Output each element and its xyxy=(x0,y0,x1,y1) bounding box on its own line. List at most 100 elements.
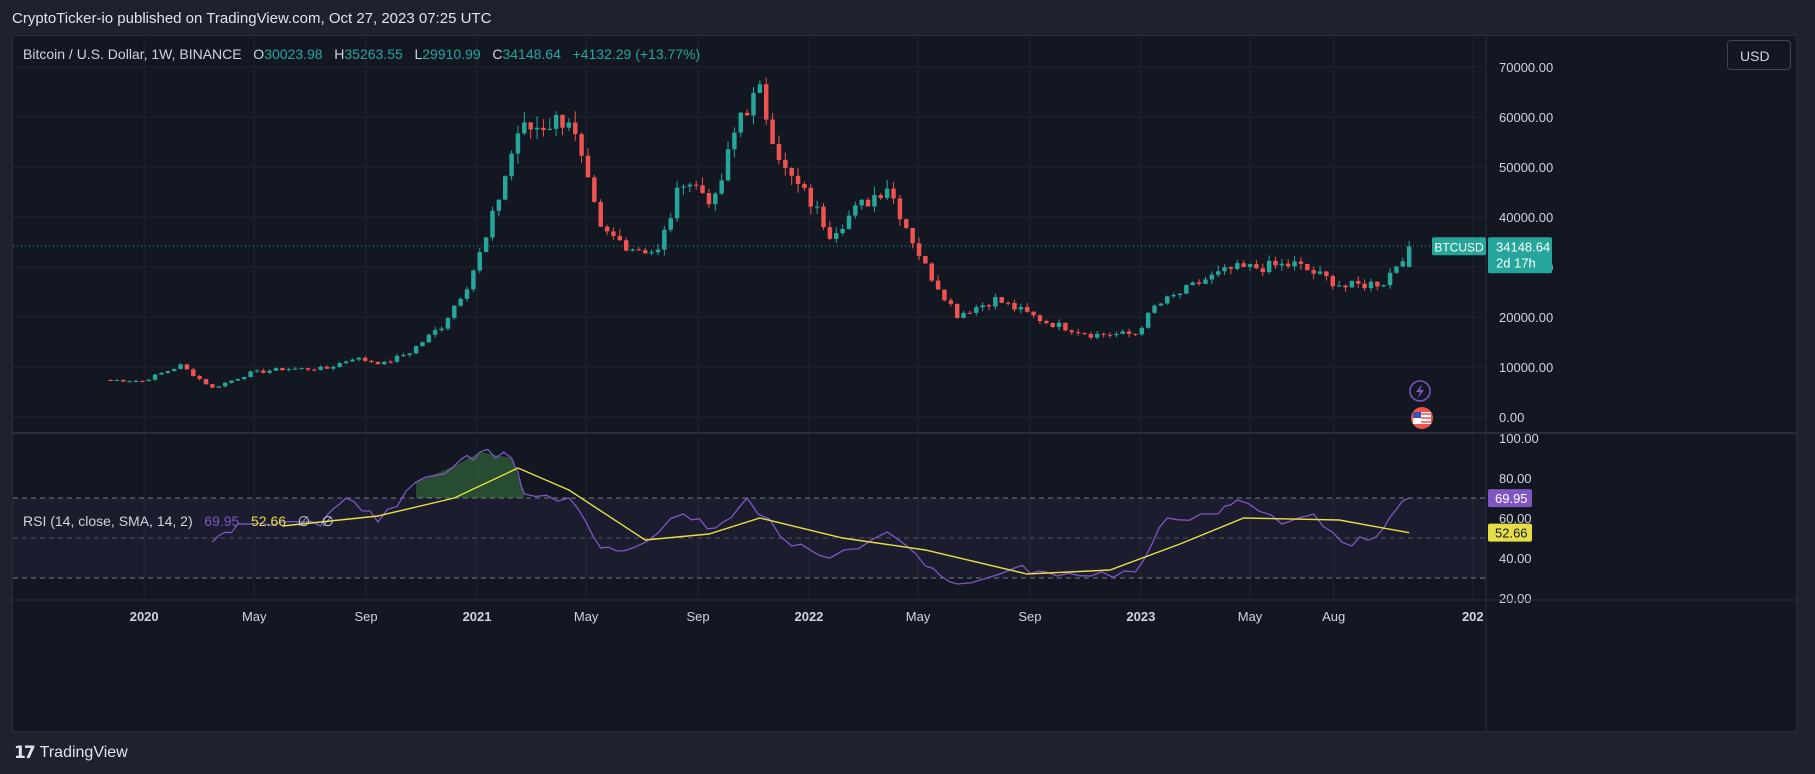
flag-icon-canton xyxy=(1413,412,1421,418)
candle-body xyxy=(108,380,113,381)
candle-body xyxy=(1037,315,1043,322)
candle-body xyxy=(1336,285,1342,287)
candle-body xyxy=(916,243,922,256)
currency-button[interactable]: USD xyxy=(1727,40,1791,70)
candle-body xyxy=(382,361,387,365)
candle-body xyxy=(502,176,508,200)
candle-body xyxy=(541,127,546,131)
candle-body xyxy=(343,361,349,364)
candle-body xyxy=(464,289,470,299)
candle-body xyxy=(413,346,419,354)
candle-body xyxy=(834,233,839,239)
candle-body xyxy=(1126,331,1132,334)
tradingview-logo[interactable]: 17 TradingView xyxy=(14,743,128,763)
publish-header: CryptoTicker-io published on TradingView… xyxy=(0,0,1815,36)
candle-body xyxy=(732,132,737,150)
candle-body xyxy=(611,231,616,236)
candle-body xyxy=(751,92,756,116)
close-value: 34148.64 xyxy=(502,46,561,62)
candle-body xyxy=(961,312,966,318)
candle-body xyxy=(1088,334,1094,338)
candle-body xyxy=(152,374,158,380)
candle-body xyxy=(1095,333,1100,338)
candle-body xyxy=(560,114,565,128)
candle-body xyxy=(420,342,425,347)
candle-body xyxy=(299,368,304,370)
candle-body xyxy=(1203,279,1208,284)
price-tag-value: 34148.64 xyxy=(1496,239,1550,254)
high-label: H xyxy=(334,46,345,62)
candle-body xyxy=(783,159,788,168)
candle-body xyxy=(757,84,763,93)
candle-body xyxy=(407,353,412,356)
candle-body xyxy=(821,206,826,228)
candle-body xyxy=(394,355,400,362)
candle-body xyxy=(426,334,432,343)
time-axis-label: 2020 xyxy=(130,609,159,624)
candle-body xyxy=(324,366,330,369)
rsi-sma-tag-value: 52.66 xyxy=(1495,526,1528,541)
candle-body xyxy=(1005,302,1011,304)
candle-body xyxy=(312,369,317,371)
candle-body xyxy=(1356,281,1361,284)
candle-body xyxy=(127,381,132,383)
candle-body xyxy=(1133,333,1138,335)
candle-body xyxy=(566,122,572,128)
candle-body xyxy=(388,361,393,363)
candle-body xyxy=(617,235,623,241)
candle-body xyxy=(1368,281,1374,289)
lightning-icon-bolt xyxy=(1416,384,1424,398)
footer xyxy=(0,732,1815,774)
candle-body xyxy=(1024,307,1030,312)
candle-body xyxy=(1285,263,1291,267)
close-label: C xyxy=(492,46,503,62)
candle-body xyxy=(286,369,292,371)
change-value: +4132.29 (+13.77%) xyxy=(572,46,701,62)
us-flag-icon[interactable] xyxy=(1411,407,1433,429)
candle-body xyxy=(146,379,151,381)
candle-body xyxy=(636,249,642,251)
time-axis-label: May xyxy=(574,609,599,624)
candle-body xyxy=(1082,333,1087,335)
candle-body xyxy=(1247,264,1253,267)
candle-body xyxy=(1196,282,1202,284)
candle-body xyxy=(1152,305,1157,313)
candle-body xyxy=(923,255,928,264)
candle-body xyxy=(267,370,272,373)
symbol-legend: Bitcoin / U.S. Dollar, 1W, BINANCE O3002… xyxy=(23,46,700,62)
price-axis-label: 60000.00 xyxy=(1499,110,1553,125)
candle-body xyxy=(1260,268,1265,273)
candle-body xyxy=(273,368,279,371)
candle-body xyxy=(897,198,903,220)
publish-info: CryptoTicker-io published on TradingView… xyxy=(12,10,492,27)
candle-body xyxy=(1324,271,1329,277)
lightning-icon[interactable] xyxy=(1409,380,1431,402)
open-value: 30023.98 xyxy=(264,46,323,62)
candle-body xyxy=(369,360,374,362)
candle-body xyxy=(133,380,139,382)
candle-body xyxy=(1012,302,1017,310)
candle-body xyxy=(471,270,476,290)
candle-body xyxy=(643,250,648,254)
low-value: 29910.99 xyxy=(422,46,481,62)
candle-body xyxy=(331,366,336,369)
high-value: 35263.55 xyxy=(344,46,403,62)
candle-body xyxy=(789,167,794,176)
candle-body xyxy=(1292,261,1297,267)
candle-body xyxy=(1362,283,1367,289)
symbol-tag-text: BTCUSD xyxy=(1434,240,1484,254)
candle-body xyxy=(668,218,673,230)
candle-body xyxy=(859,199,864,206)
candle-body xyxy=(1114,333,1119,336)
open-label: O xyxy=(253,46,265,62)
candle-body xyxy=(1266,260,1272,273)
time-axis-label: May xyxy=(906,609,931,624)
candle-body xyxy=(910,227,915,244)
candles-group xyxy=(108,77,1412,389)
candle-body xyxy=(1063,322,1068,331)
candle-body xyxy=(904,219,909,228)
candle-body xyxy=(776,144,782,160)
rsi-label: RSI (14, close, SMA, 14, 2) xyxy=(23,513,193,529)
candle-body xyxy=(846,215,852,229)
